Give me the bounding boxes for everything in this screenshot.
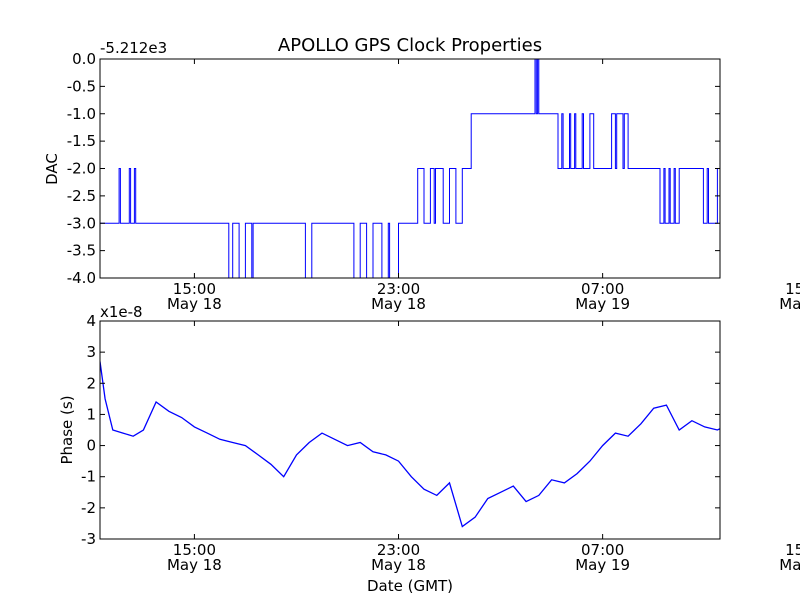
phase-xtick-time: 15:00 bbox=[173, 541, 216, 559]
phase-ytick-label: 0 bbox=[86, 437, 96, 455]
dac-xtick-date: May 19 bbox=[575, 295, 630, 313]
dac-xtick-date: May 19 bbox=[779, 295, 800, 313]
dac-xtick-date: May 18 bbox=[371, 295, 426, 313]
dac-xtick-date: May 18 bbox=[167, 295, 222, 313]
phase-ytick-label: -3 bbox=[81, 530, 96, 548]
phase-offset-label: x1e-8 bbox=[100, 303, 143, 321]
phase-series-line bbox=[100, 361, 720, 528]
phase-ytick-label: -2 bbox=[81, 499, 96, 517]
phase-ytick-label: 1 bbox=[86, 405, 96, 423]
dac-xtick-time: 15:00 bbox=[173, 280, 216, 298]
dac-xtick-time: 23:00 bbox=[377, 280, 420, 298]
dac-offset-label: -5.212e3 bbox=[100, 39, 167, 57]
dac-ytick-label: -1.5 bbox=[67, 132, 96, 150]
phase-ytick-label: 2 bbox=[86, 374, 96, 392]
phase-xlabel: Date (GMT) bbox=[367, 577, 453, 595]
phase-xtick-date: May 19 bbox=[779, 556, 800, 574]
dac-ytick-label: 0.0 bbox=[72, 50, 96, 68]
dac-series-line bbox=[100, 59, 720, 278]
phase-xtick-date: May 18 bbox=[167, 556, 222, 574]
phase-xtick-time: 07:00 bbox=[581, 541, 624, 559]
dac-ytick-label: -2.0 bbox=[67, 160, 96, 178]
phase-ytick-label: 3 bbox=[86, 343, 96, 361]
phase-xtick-date: May 18 bbox=[371, 556, 426, 574]
phase-xtick-date: May 19 bbox=[575, 556, 630, 574]
dac-ytick-label: -4.0 bbox=[67, 269, 96, 287]
dac-ytick-label: -3.0 bbox=[67, 214, 96, 232]
chart-title: APOLLO GPS Clock Properties bbox=[278, 35, 542, 56]
dac-ytick-label: -3.5 bbox=[67, 242, 96, 260]
phase-ytick-label: -1 bbox=[81, 468, 96, 486]
phase-xtick-time: 15:00 bbox=[785, 541, 800, 559]
dac-ylabel: DAC bbox=[43, 153, 61, 185]
phase-frame bbox=[99, 320, 721, 540]
dac-ytick-label: -2.5 bbox=[67, 187, 96, 205]
phase-ylabel: Phase (s) bbox=[58, 395, 76, 464]
phase-xtick-time: 23:00 bbox=[377, 541, 420, 559]
dac-ytick-label: -1.0 bbox=[67, 105, 96, 123]
dac-axes: 0.0 -0.5 -1.0 -1.5 -2.0 -2.5 -3.0 -3.5 -4.0 15:00… bbox=[67, 50, 800, 313]
dac-xtick-time: 15:00 bbox=[785, 280, 800, 298]
dac-xtick-time: 07:00 bbox=[581, 280, 624, 298]
phase-ytick-label: 4 bbox=[86, 312, 96, 330]
dac-ytick-label: -0.5 bbox=[67, 77, 96, 95]
